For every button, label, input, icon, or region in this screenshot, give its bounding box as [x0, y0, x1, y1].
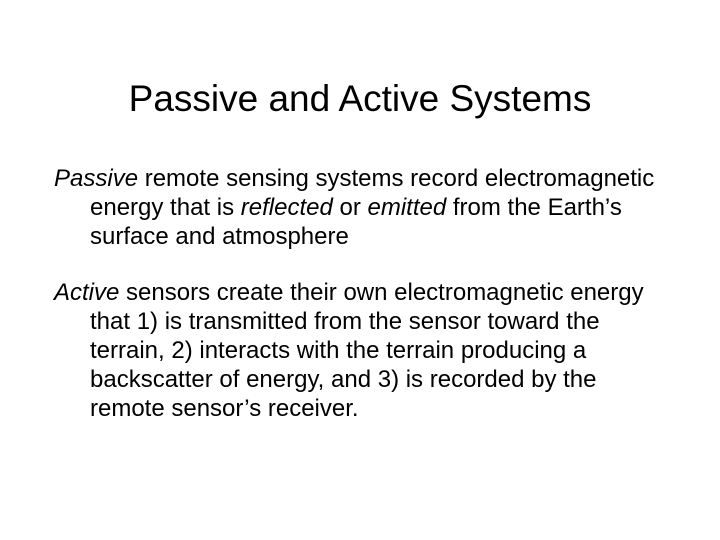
slide: Passive and Active Systems Passive remot…: [0, 0, 720, 540]
active-text: sensors create their own electromagnetic…: [90, 279, 644, 421]
paragraph-passive: Passive remote sensing systems record el…: [54, 165, 666, 251]
reflected-italic: reflected: [241, 194, 333, 221]
passive-text-2: or: [333, 194, 368, 221]
active-lead-italic: Active: [54, 279, 119, 306]
paragraph-active: Active sensors create their own electrom…: [54, 279, 666, 423]
emitted-italic: emitted: [368, 194, 447, 221]
passive-lead-italic: Passive: [54, 165, 138, 192]
slide-body: Passive remote sensing systems record el…: [54, 165, 666, 451]
slide-title: Passive and Active Systems: [0, 78, 720, 120]
